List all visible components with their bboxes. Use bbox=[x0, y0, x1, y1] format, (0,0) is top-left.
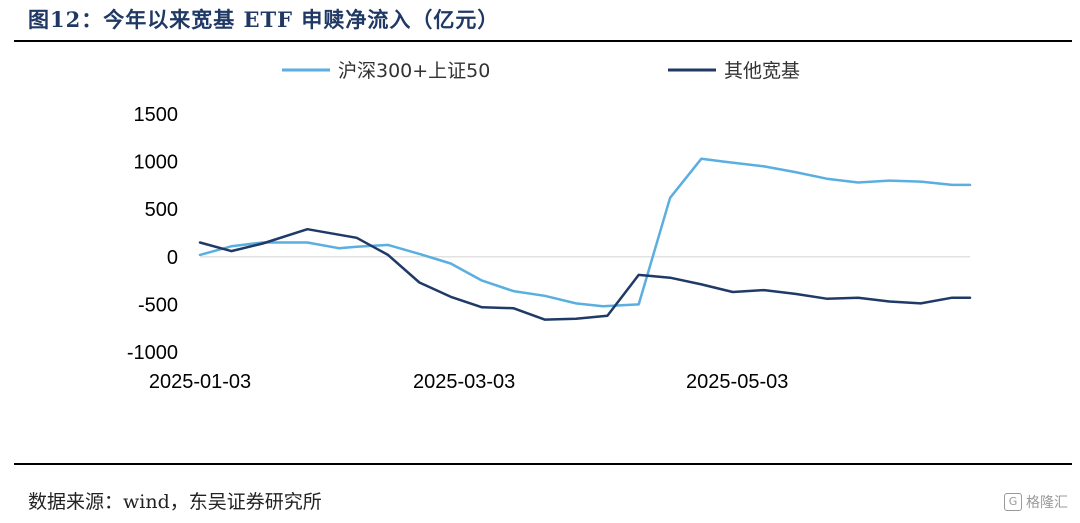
legend-label-2: 其他宽基 bbox=[724, 60, 800, 82]
x-tick-label: 2025-05-03 bbox=[686, 371, 788, 393]
y-tick-label: 500 bbox=[145, 199, 178, 221]
figure-title: 图12：今年以来宽基 ETF 申赎净流入（亿元） bbox=[28, 7, 500, 32]
top-rule bbox=[14, 40, 1072, 42]
series-line-2 bbox=[198, 227, 972, 321]
watermark: G 格隆汇 bbox=[1004, 492, 1068, 512]
y-tick-label: 1000 bbox=[134, 152, 179, 174]
bottom-rule bbox=[14, 463, 1072, 465]
series-group bbox=[198, 157, 972, 321]
y-tick-label: 0 bbox=[167, 247, 178, 269]
x-tick-label: 2025-01-03 bbox=[149, 371, 251, 393]
watermark-text: 格隆汇 bbox=[1026, 495, 1068, 511]
x-axis: 2025-01-03 2025-03-03 2025-05-03 bbox=[149, 371, 789, 393]
legend-label-1: 沪深300+上证50 bbox=[338, 60, 490, 82]
y-tick-label: 1500 bbox=[134, 104, 179, 126]
legend: 沪深300+上证50 其他宽基 bbox=[282, 60, 800, 82]
series-line-1 bbox=[198, 157, 972, 308]
y-axis: 1500 1000 500 0 -500 -1000 bbox=[127, 104, 178, 364]
y-tick-label: -500 bbox=[138, 294, 178, 316]
x-tick-label: 2025-03-03 bbox=[413, 371, 515, 393]
y-tick-label: -1000 bbox=[127, 342, 178, 364]
line-chart: 沪深300+上证50 其他宽基 1500 1000 500 0 -500 -1000 202… bbox=[127, 60, 972, 393]
source-note: 数据来源：wind，东吴证券研究所 bbox=[28, 491, 322, 513]
watermark-logo-icon: G bbox=[1004, 493, 1022, 511]
